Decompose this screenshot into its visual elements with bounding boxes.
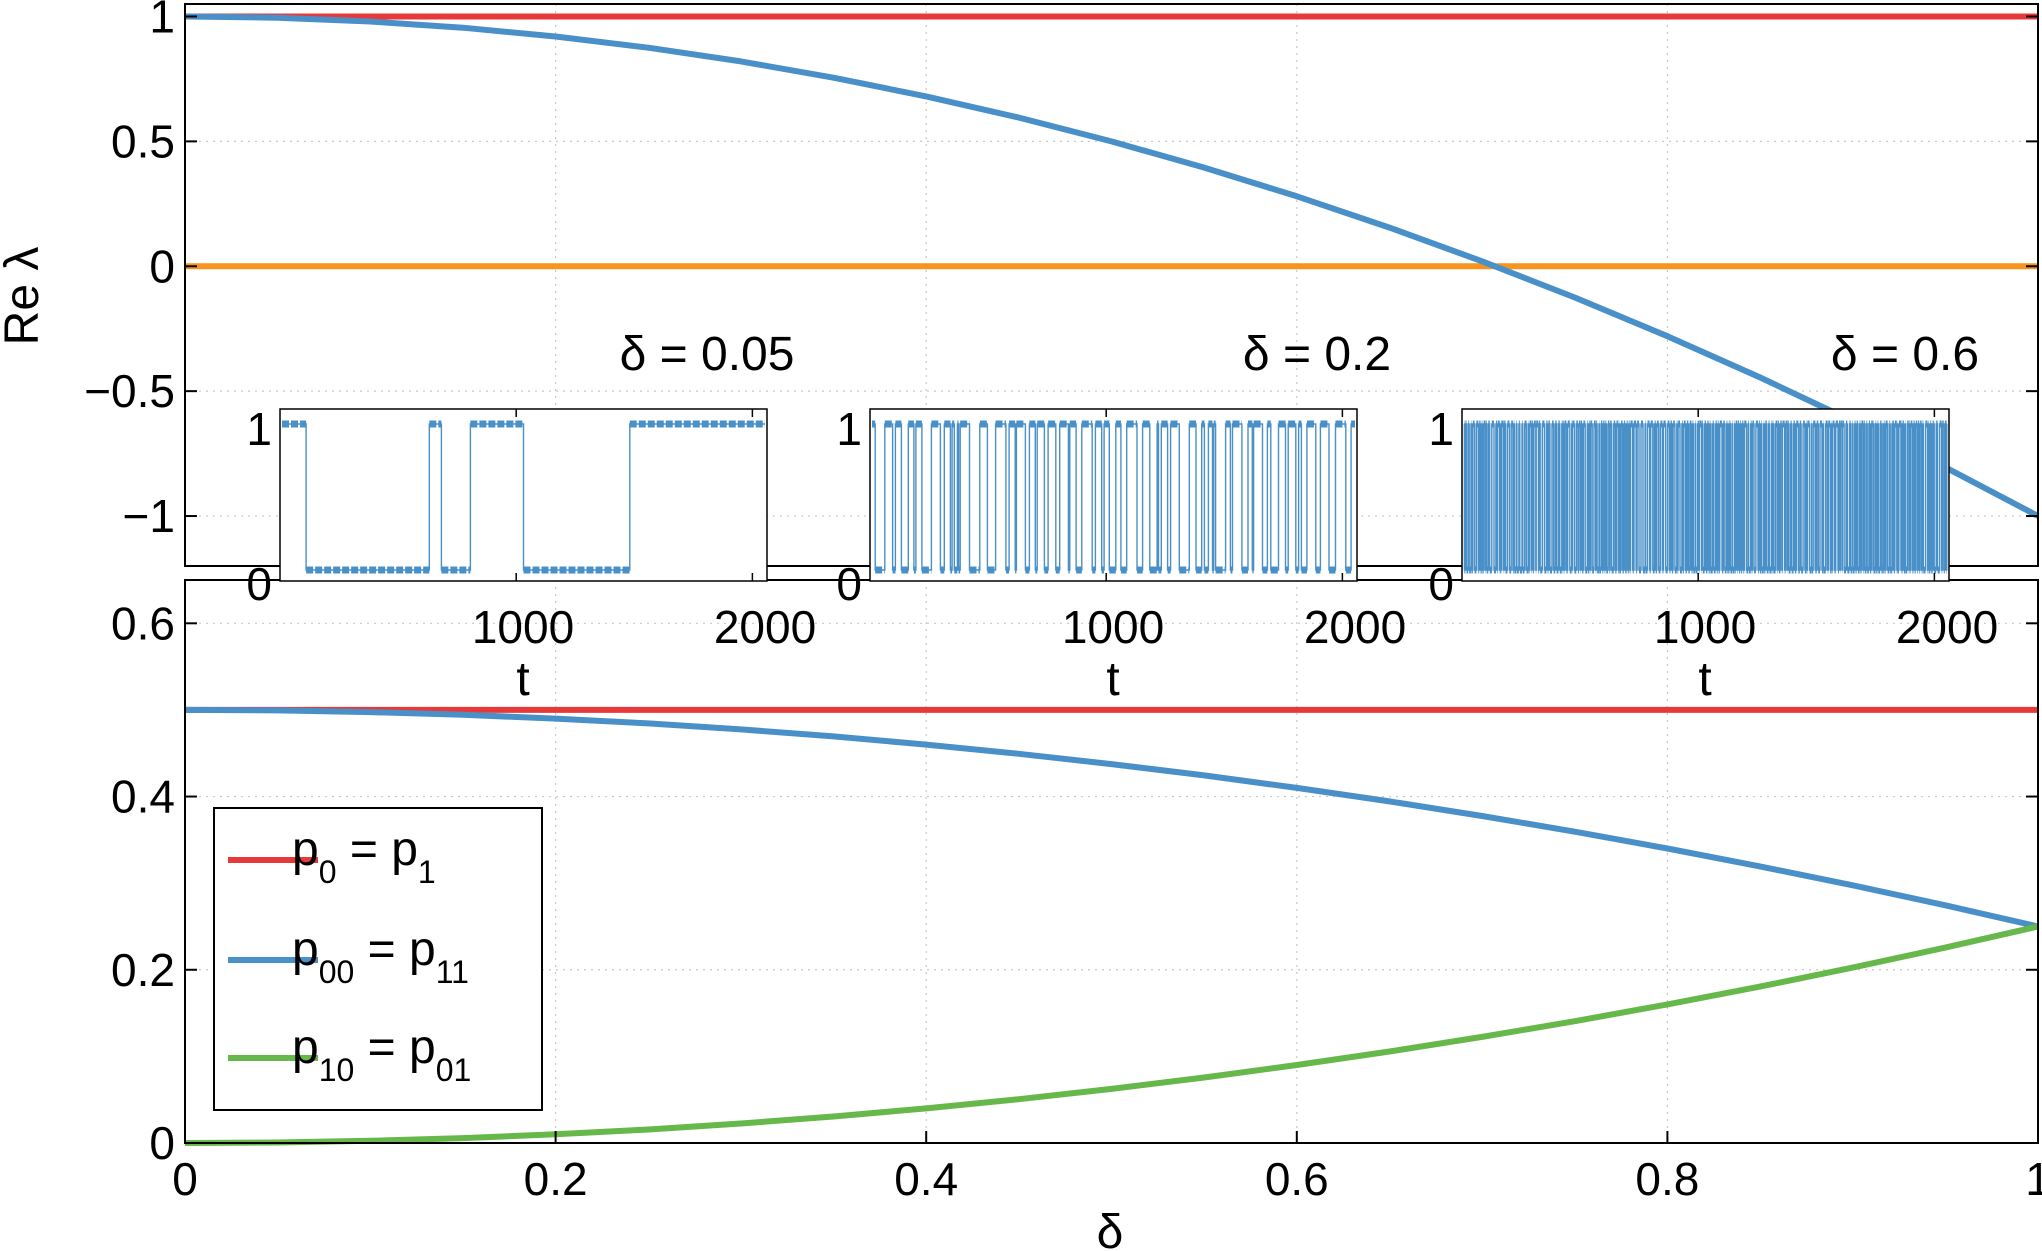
- bottom-ytick-label-3: 0: [149, 1117, 175, 1169]
- top-ytick-label-0: 1: [149, 0, 175, 42]
- top-ytick-label-1: 0.5: [111, 115, 175, 167]
- inset-3-title: δ = 0.6: [1831, 328, 1979, 381]
- inset-1-ytick-1: 1: [246, 403, 272, 455]
- bottom-xtick-label-0: 0: [172, 1153, 198, 1205]
- top-series-2: [184, 13, 2040, 519]
- top-ylabel: Re λ: [0, 247, 49, 346]
- inset-2-box: [869, 408, 1358, 582]
- inset-3-trace: [1463, 423, 1948, 571]
- inset-2-xtick-2000: 2000: [1304, 601, 1406, 653]
- inset-1-ytick-0: 0: [246, 558, 272, 610]
- top-ytick-label-3: −0.5: [84, 365, 175, 417]
- bottom-ytick-label-1: 0.4: [111, 771, 175, 823]
- inset-3-xtick-1000: 1000: [1654, 601, 1756, 653]
- bottom-xtick-label-5: 1: [2025, 1153, 2042, 1205]
- inset-panels: [279, 408, 1950, 582]
- inset-1-xtick-2000: 2000: [714, 601, 816, 653]
- inset-3-xlabel: t: [1698, 653, 1711, 706]
- inset-1-xtick-1000: 1000: [472, 601, 574, 653]
- inset-2-ytick-0: 0: [836, 558, 862, 610]
- top-ytick-label-4: −1: [123, 490, 175, 542]
- top-ytick-label-2: 0: [149, 240, 175, 292]
- bottom-xtick-label-1: 0.2: [524, 1153, 588, 1205]
- inset-1-xlabel: t: [516, 653, 529, 706]
- inset-1-title: δ = 0.05: [620, 328, 795, 381]
- legend-entry-p00: p00 = p11: [292, 923, 469, 990]
- inset-2-xtick-1000: 1000: [1062, 601, 1164, 653]
- inset-2-title: δ = 0.2: [1243, 328, 1391, 381]
- bottom-xtick-label-4: 0.8: [1635, 1153, 1699, 1205]
- legend-entry-p10: p10 = p01: [292, 1021, 471, 1088]
- bottom-panel: 0.6 0.4 0.2 00 0.2 0.4 0.6 0.8 1: [111, 579, 2042, 1205]
- bottom-series-2: [184, 923, 2039, 1146]
- inset-1: [279, 408, 768, 582]
- bottom-xtick-label-2: 0.4: [894, 1153, 958, 1205]
- bottom-series-1: [184, 706, 2039, 930]
- legend: p0 = p1 p00 = p11 p10 = p01: [213, 807, 543, 1111]
- inset-3-ytick-0: 0: [1428, 558, 1454, 610]
- inset-2-ytick-1: 1: [836, 403, 862, 455]
- inset-2-xlabel: t: [1106, 653, 1119, 706]
- bottom-xtick-label-3: 0.6: [1265, 1153, 1329, 1205]
- inset-3-xtick-2000: 2000: [1896, 601, 1998, 653]
- bottom-xlabel: δ: [1097, 1206, 1124, 1251]
- inset-3: [1461, 408, 1950, 582]
- legend-entry-p0: p0 = p1: [292, 823, 436, 890]
- bottom-ytick-label-2: 0.2: [111, 944, 175, 996]
- inset-2: [869, 408, 1358, 582]
- inset-3-ytick-1: 1: [1428, 403, 1454, 455]
- bottom-ytick-label-0: 0.6: [111, 597, 175, 649]
